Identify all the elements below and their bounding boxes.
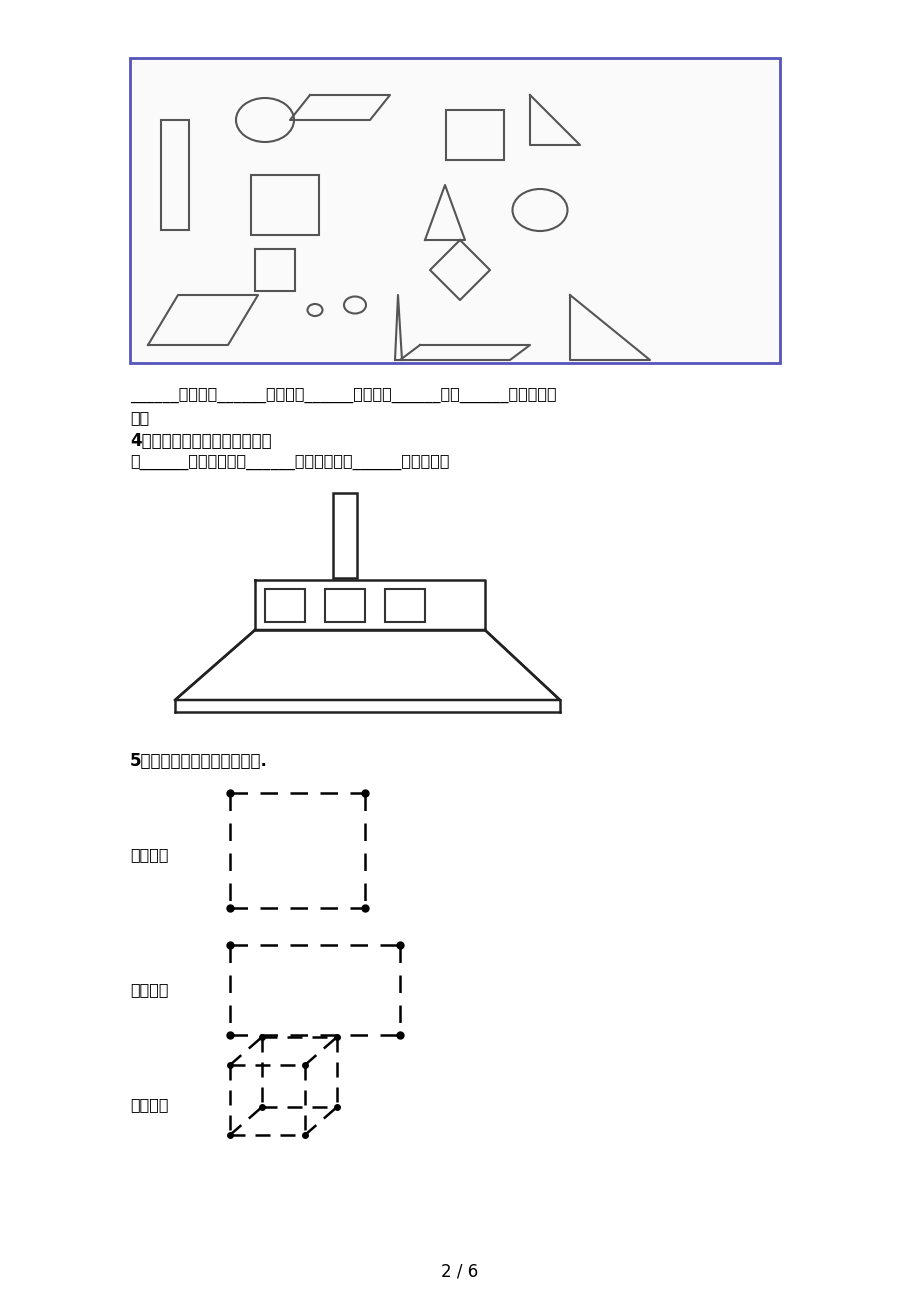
Text: 2 / 6: 2 / 6 <box>441 1263 478 1281</box>
Text: 有______个正方形，有______个长方形，有______个三角形。: 有______个正方形，有______个长方形，有______个三角形。 <box>130 454 449 470</box>
Bar <box>324 589 365 621</box>
Bar <box>251 174 319 234</box>
Bar <box>384 589 425 621</box>
Text: 4．动动脑，看一看，填一填。: 4．动动脑，看一看，填一填。 <box>130 432 271 450</box>
Text: 正方形：: 正方形： <box>130 848 168 862</box>
Text: 长方形：: 长方形： <box>130 983 168 997</box>
Text: 形。: 形。 <box>130 410 149 424</box>
Bar <box>333 492 357 578</box>
Bar <box>130 59 779 363</box>
Bar <box>255 249 295 292</box>
Bar <box>265 589 305 621</box>
Text: 正方体：: 正方体： <box>130 1098 168 1112</box>
Bar <box>161 120 188 230</box>
Text: ______个长方形______个正方形______个三角形______个圆______个平行四边: ______个长方形______个正方形______个三角形______个圆__… <box>130 388 556 404</box>
Text: 5．把下面的点用直线连起来.: 5．把下面的点用直线连起来. <box>130 753 267 769</box>
Bar <box>446 109 504 160</box>
